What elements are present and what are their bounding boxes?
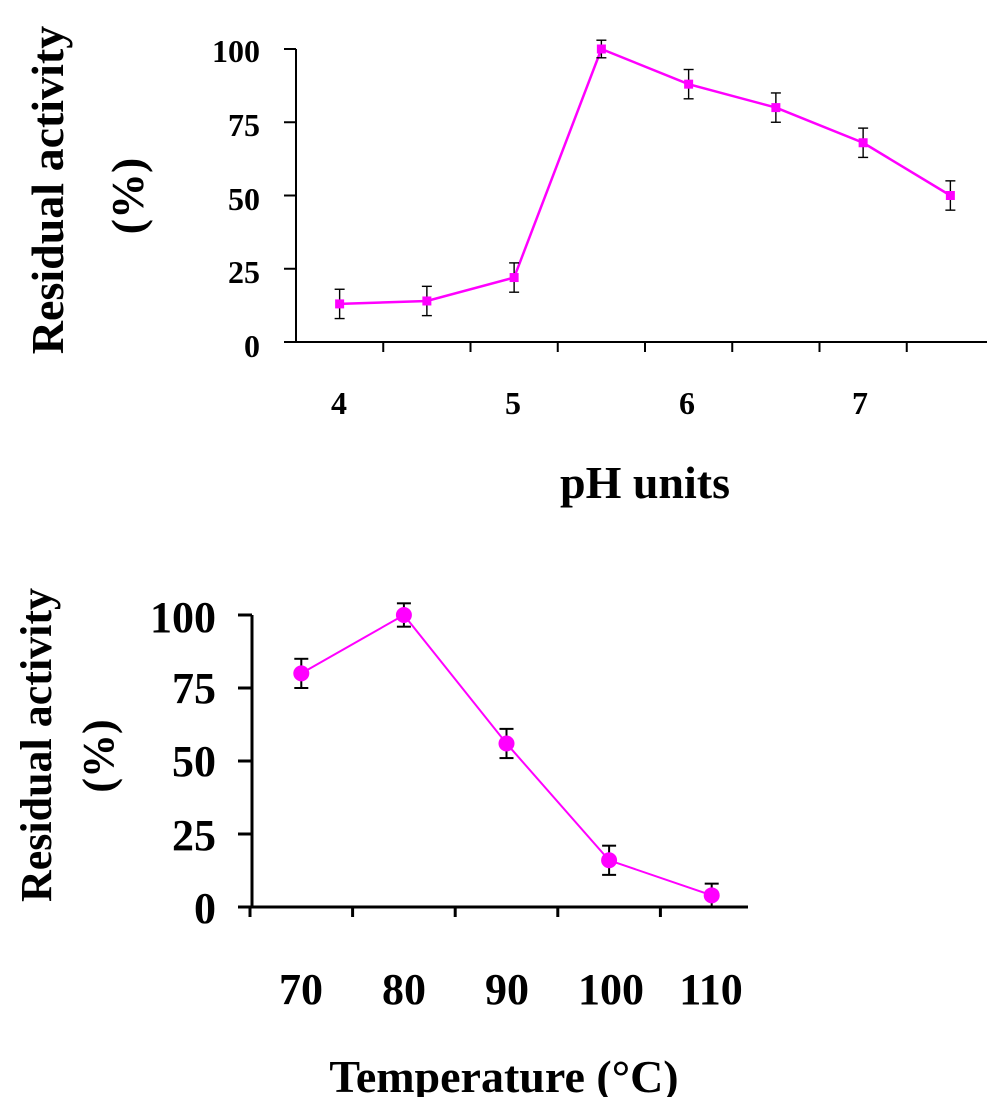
temp-xlabel: Temperature (°C) <box>329 1051 678 1097</box>
temp-data-point <box>395 607 412 623</box>
ph-ytick-label: 75 <box>228 107 260 143</box>
temp-ylabel-line2: (%) <box>74 719 123 792</box>
temp-ytick-label: 75 <box>172 664 216 713</box>
ph-xtick-label: 4 <box>331 385 347 421</box>
temp-xtick-label: 90 <box>485 965 529 1014</box>
ph-ylabel-line1: Residual activity <box>22 26 73 354</box>
ph-data-point <box>684 79 694 89</box>
ph-chart-series <box>334 39 956 320</box>
temperature-chart-series <box>293 602 720 908</box>
temp-xtick-label: 70 <box>279 965 323 1014</box>
temp-data-point <box>703 887 720 904</box>
ph-xtick-label: 5 <box>505 385 521 421</box>
ph-data-point <box>596 44 606 54</box>
ph-chart: Residual activity (%) 0 25 50 75 100 4 5… <box>22 26 987 508</box>
ph-series-line <box>339 47 952 306</box>
temp-data-point <box>498 735 515 752</box>
ph-chart-ticks <box>284 48 908 352</box>
temp-ytick-label: 0 <box>194 884 216 933</box>
ph-ytick-label: 50 <box>228 181 260 217</box>
temp-ytick-label: 50 <box>172 737 216 786</box>
temp-xtick-label: 110 <box>679 965 743 1014</box>
ph-ytick-label: 25 <box>228 254 260 290</box>
temp-data-point <box>601 852 618 869</box>
temp-ytick-label: 100 <box>150 593 216 642</box>
ph-data-point <box>945 191 955 200</box>
temp-data-point <box>293 665 310 682</box>
ph-data-point <box>422 296 432 306</box>
temp-xtick-label: 80 <box>382 965 426 1014</box>
ph-ytick-label: 100 <box>212 33 260 69</box>
temp-xtick-label: 100 <box>578 965 644 1014</box>
ph-xtick-label: 6 <box>679 385 695 421</box>
ph-xtick-label: 7 <box>852 385 868 421</box>
temperature-chart: Residual activity (%) 0 25 50 75 100 70 … <box>12 588 748 1102</box>
temp-ylabel-line1: Residual activity <box>12 588 61 902</box>
ph-ylabel-line2: (%) <box>102 158 153 235</box>
ph-data-point <box>771 103 781 113</box>
ph-data-point <box>335 299 345 309</box>
ph-data-point <box>509 273 519 283</box>
ph-xlabel: pH units <box>560 457 730 508</box>
ph-data-point <box>858 138 868 148</box>
ph-ytick-label: 0 <box>244 328 260 364</box>
temperature-chart-ticks <box>238 613 662 917</box>
ph-chart-axes <box>295 49 987 343</box>
temp-ytick-label: 25 <box>172 811 216 860</box>
